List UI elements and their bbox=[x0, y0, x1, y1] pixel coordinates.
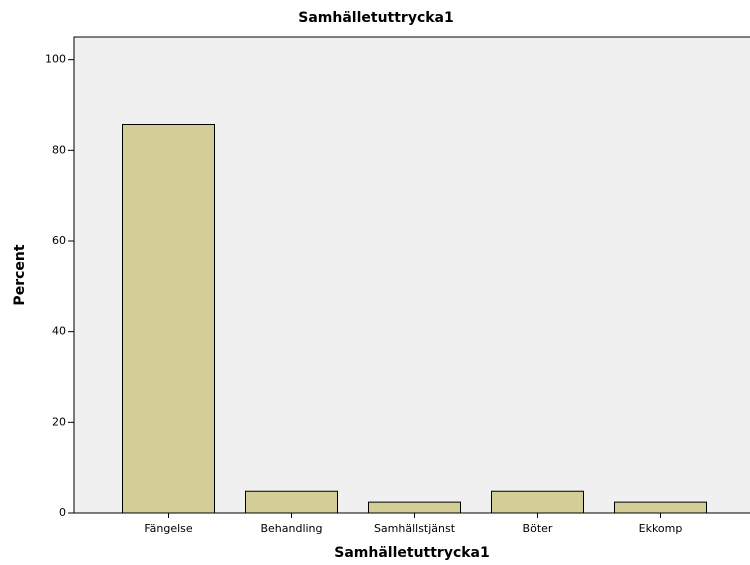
y-axis-label: Percent bbox=[12, 244, 28, 305]
bar bbox=[245, 490, 338, 514]
y-tick-label: 20 bbox=[52, 415, 66, 428]
x-axis-label: Samhälletuttrycka1 bbox=[334, 545, 490, 561]
x-tick-label: Ekkomp bbox=[639, 522, 683, 535]
x-tick-label: Behandling bbox=[260, 522, 322, 535]
bar bbox=[614, 501, 707, 514]
y-tick-label: 60 bbox=[52, 234, 66, 247]
y-tick-label: 0 bbox=[59, 506, 66, 519]
bar bbox=[491, 490, 584, 514]
x-tick-label: Böter bbox=[523, 522, 553, 535]
bar bbox=[122, 123, 215, 514]
x-tick-label: Samhällstjänst bbox=[374, 522, 456, 535]
y-tick-label: 40 bbox=[52, 325, 66, 338]
y-tick-label: 80 bbox=[52, 143, 66, 156]
chart-title: Samhälletuttrycka1 bbox=[298, 10, 454, 26]
bar bbox=[368, 501, 461, 514]
y-tick-label: 100 bbox=[45, 53, 66, 66]
x-tick-label: Fängelse bbox=[144, 522, 193, 535]
